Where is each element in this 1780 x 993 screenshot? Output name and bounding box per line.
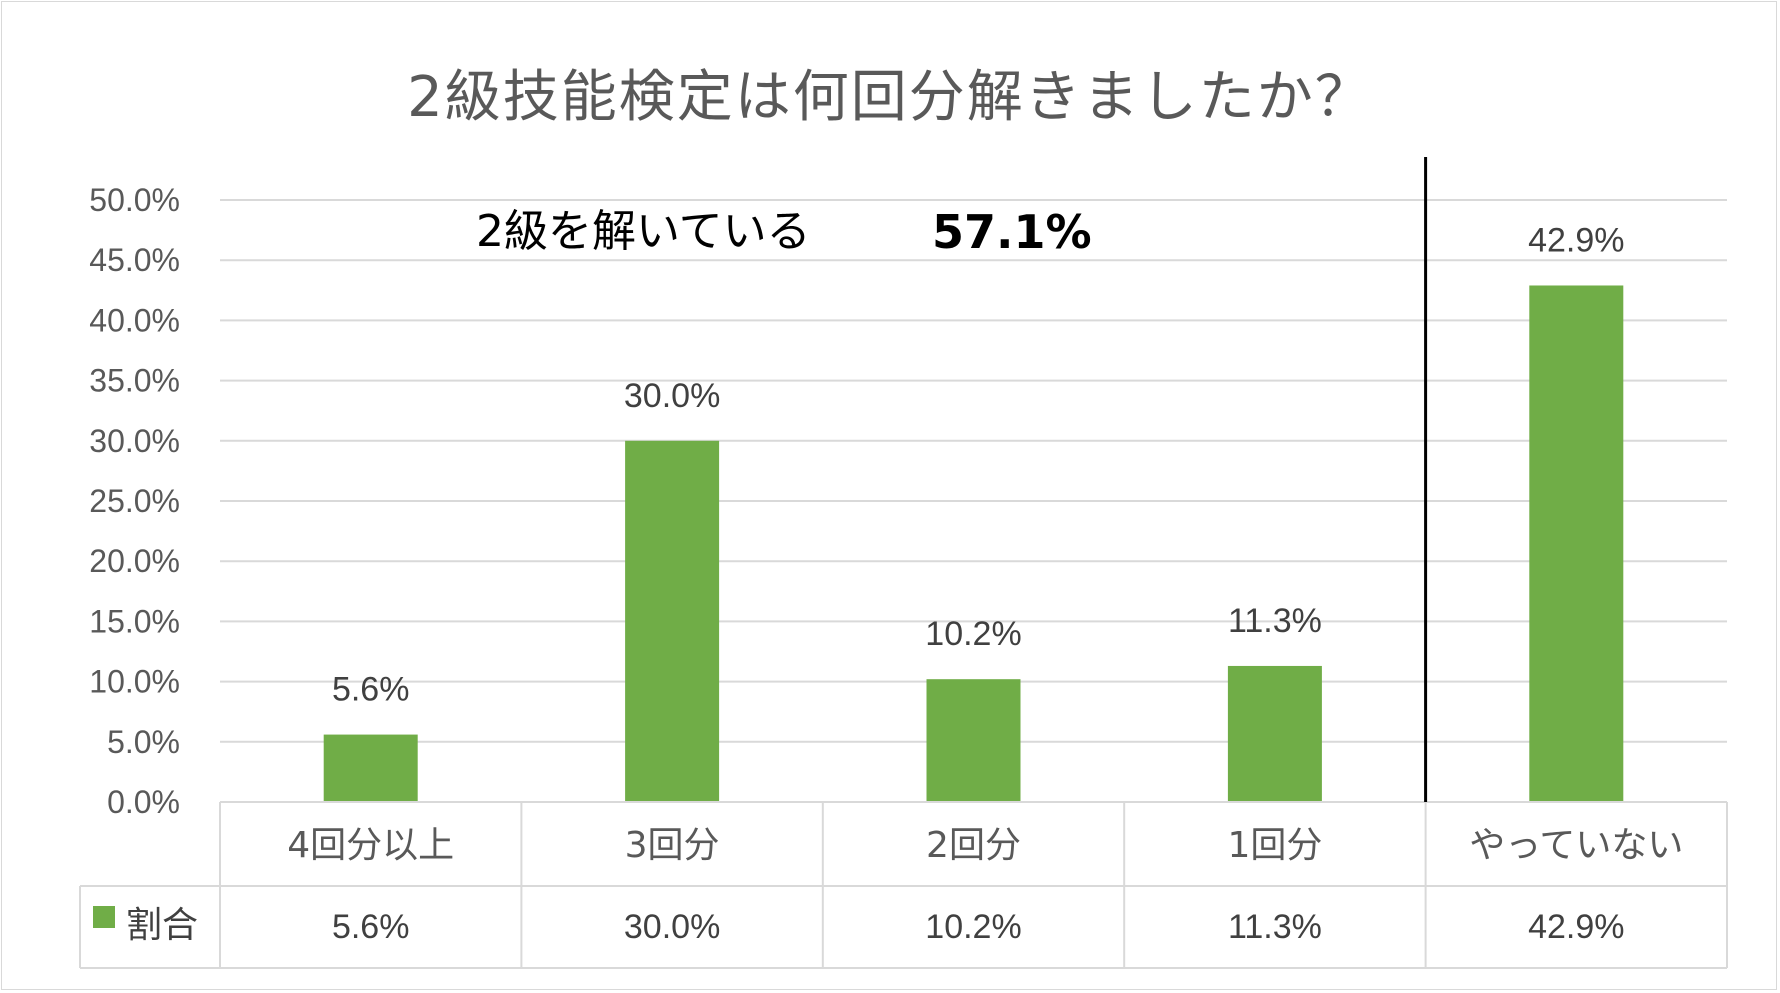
category-label: 2回分	[926, 825, 1021, 866]
data-label: 42.9%	[1528, 221, 1624, 259]
y-tick-label: 30.0%	[89, 423, 180, 459]
data-label: 30.0%	[624, 377, 720, 415]
legend-swatch	[93, 906, 115, 928]
y-tick-label: 25.0%	[89, 483, 180, 519]
annotation-value: 57.1%	[932, 205, 1092, 259]
bars	[323, 285, 1624, 802]
table-value: 11.3%	[1228, 908, 1322, 946]
y-tick-label: 45.0%	[89, 242, 180, 278]
category-label: 1回分	[1227, 825, 1322, 866]
data-labels: 5.6% 30.0% 10.2% 11.3% 42.9%	[332, 221, 1625, 708]
category-label: やっていない	[1469, 825, 1683, 866]
y-axis-ticks: 0.0% 5.0% 10.0% 15.0% 20.0% 25.0% 30.0% 35.0% 40…	[89, 182, 180, 820]
category-label: 4回分以上	[287, 825, 454, 866]
y-tick-label: 0.0%	[107, 784, 180, 820]
y-tick-label: 40.0%	[89, 302, 180, 338]
y-tick-label: 10.0%	[89, 664, 180, 700]
y-tick-label: 35.0%	[89, 363, 180, 399]
gridlines	[220, 199, 1727, 743]
bar	[1529, 285, 1624, 802]
table-value: 30.0%	[624, 908, 720, 946]
bar	[1227, 665, 1322, 802]
bar	[625, 440, 720, 802]
table-value: 42.9%	[1528, 908, 1624, 946]
annotation-label: 2級を解いている	[476, 206, 811, 257]
y-tick-label: 15.0%	[89, 603, 180, 639]
bar	[323, 734, 418, 802]
data-label: 5.6%	[332, 671, 410, 709]
y-tick-label: 5.0%	[107, 724, 180, 760]
table-value: 5.6%	[332, 908, 410, 946]
data-label: 11.3%	[1228, 602, 1322, 640]
data-label: 10.2%	[925, 615, 1021, 653]
category-label: 3回分	[625, 825, 720, 866]
legend-label: 割合	[126, 905, 198, 946]
data-table: 4回分以上 5.6% 3回分 30.0% 2回分 10.2% 1回分 11.3% やっていない 4…	[79, 801, 1728, 969]
y-tick-label: 50.0%	[89, 182, 180, 218]
y-tick-label: 20.0%	[89, 543, 180, 579]
table-value: 10.2%	[925, 908, 1021, 946]
chart-title: 2級技能検定は何回分解きましたか？	[407, 65, 1373, 130]
bar	[926, 679, 1021, 802]
